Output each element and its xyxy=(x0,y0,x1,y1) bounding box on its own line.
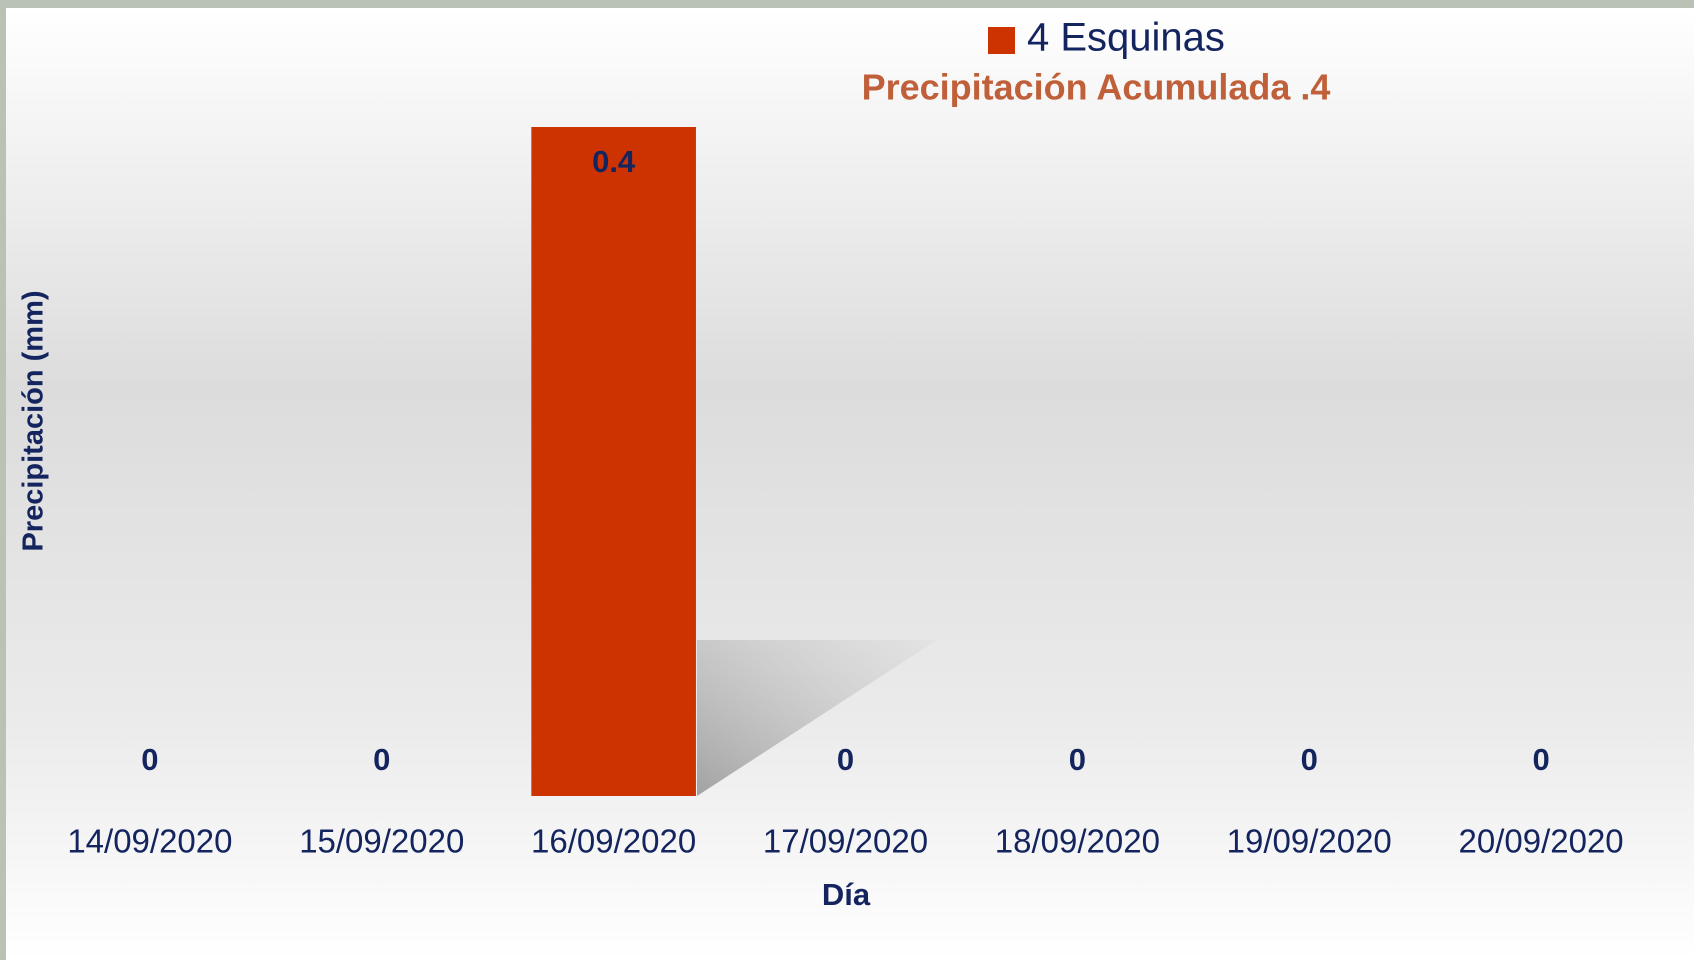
x-tick-label: 20/09/2020 xyxy=(1458,823,1623,860)
legend-swatch xyxy=(988,27,1015,54)
x-tick-label: 17/09/2020 xyxy=(763,823,928,860)
data-label: 0 xyxy=(1301,742,1318,777)
subtitle: Precipitación Acumulada .4 xyxy=(862,67,1331,108)
data-label: 0 xyxy=(1069,742,1086,777)
x-tick-label: 15/09/2020 xyxy=(299,823,464,860)
data-label: 0 xyxy=(837,742,854,777)
x-tick-label: 18/09/2020 xyxy=(995,823,1160,860)
bar xyxy=(531,127,696,796)
x-tick-label: 19/09/2020 xyxy=(1227,823,1392,860)
data-label: 0 xyxy=(1532,742,1549,777)
data-label: 0.4 xyxy=(592,144,636,179)
x-tick-label: 16/09/2020 xyxy=(531,823,696,860)
legend-label: 4 Esquinas xyxy=(1027,16,1225,60)
x-tick-label: 14/09/2020 xyxy=(67,823,232,860)
plot-background xyxy=(6,8,1694,960)
y-axis-label: Precipitación (mm) xyxy=(18,290,50,551)
bar-shadow xyxy=(697,640,937,796)
data-label: 0 xyxy=(373,742,390,777)
data-label: 0 xyxy=(141,742,158,777)
x-axis-label: Día xyxy=(822,877,871,912)
